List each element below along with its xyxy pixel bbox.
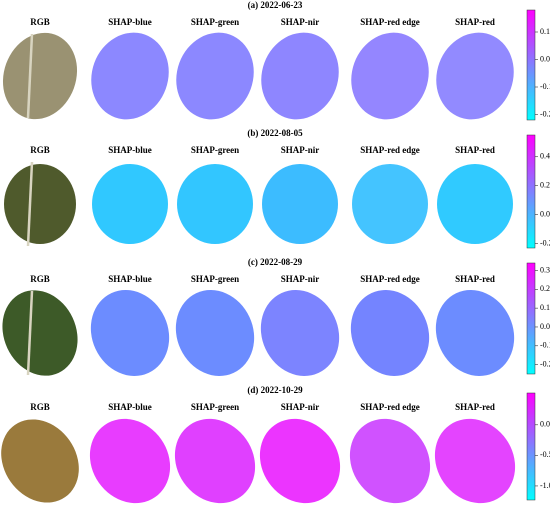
colorbar	[526, 9, 536, 121]
panel-label: SHAP-green	[191, 145, 239, 155]
colorbar-tick-label: -0.2	[540, 359, 550, 368]
panel-label: RGB	[30, 145, 50, 155]
rgb-image	[2, 290, 78, 376]
panel-label: SHAP-red	[455, 402, 495, 412]
shap-map	[351, 32, 429, 120]
row-title: (a) 2022-06-23	[248, 0, 303, 10]
rgb-image	[4, 164, 76, 244]
shap-map	[259, 418, 341, 504]
panel-label: SHAP-nir	[281, 145, 320, 155]
colorbar-tick-label: 0.4	[540, 152, 550, 161]
shap-map	[350, 290, 430, 376]
shap-map	[90, 290, 170, 376]
field-track	[26, 161, 34, 247]
shap-map	[349, 418, 431, 504]
colorbar-tick-label: -0.1	[540, 82, 550, 91]
colorbar	[526, 392, 536, 501]
row-title: (c) 2022-08-29	[248, 257, 303, 267]
row-title: (d) 2022-10-29	[247, 385, 303, 395]
panel-label: SHAP-blue	[108, 17, 152, 27]
panel-label: SHAP-red edge	[360, 17, 420, 27]
panel-label: SHAP-red	[455, 17, 495, 27]
panel-label: SHAP-red edge	[360, 402, 420, 412]
shap-map	[175, 290, 255, 376]
field-track	[26, 290, 34, 376]
panel-label: SHAP-nir	[281, 274, 320, 284]
shap-map	[177, 164, 253, 244]
panel-label: SHAP-blue	[108, 274, 152, 284]
panel-label: SHAP-red	[455, 145, 495, 155]
panel-label: SHAP-red edge	[360, 274, 420, 284]
colorbar-tick-label: -1.0	[540, 481, 550, 490]
shap-map	[262, 164, 338, 244]
shap-map	[436, 32, 514, 120]
row-title: (b) 2022-08-05	[247, 128, 303, 138]
colorbar	[526, 262, 536, 375]
panel-label: SHAP-blue	[108, 402, 152, 412]
panel-label: SHAP-red edge	[360, 145, 420, 155]
shap-map	[174, 418, 256, 504]
colorbar-tick-label: 0.0	[540, 322, 550, 331]
colorbar-tick-label: 0.3	[540, 265, 550, 274]
colorbar-tick-label: 0.2	[540, 181, 550, 190]
colorbar-tick-label: -0.1	[540, 341, 550, 350]
panel-label: RGB	[30, 17, 50, 27]
colorbar-tick-label: 0.0	[540, 210, 550, 219]
shap-map	[176, 32, 254, 120]
panel-label: SHAP-nir	[281, 402, 320, 412]
colorbar-tick-label: 0.1	[540, 303, 550, 312]
shap-map	[92, 164, 168, 244]
colorbar-tick-label: 0.0	[540, 420, 550, 429]
shap-map	[260, 290, 340, 376]
shap-map	[435, 290, 515, 376]
colorbar-tick-label: -0.2	[540, 238, 550, 247]
shap-map	[261, 32, 339, 120]
shap-map	[434, 418, 516, 504]
colorbar-tick-label: 0.2	[540, 284, 550, 293]
field-track	[26, 33, 34, 119]
panel-label: RGB	[30, 274, 50, 284]
shap-map	[437, 164, 513, 244]
colorbar-tick-label: -0.2	[540, 109, 550, 118]
rgb-image	[2, 32, 78, 120]
panel-label: SHAP-blue	[108, 145, 152, 155]
shap-map	[89, 418, 171, 504]
colorbar-tick-label: -0.5	[540, 450, 550, 459]
panel-label: SHAP-green	[191, 402, 239, 412]
rgb-image	[1, 419, 79, 503]
panel-label: SHAP-nir	[281, 17, 320, 27]
colorbar	[526, 134, 536, 249]
panel-label: RGB	[30, 402, 50, 412]
colorbar-tick-label: 0.0	[540, 54, 550, 63]
shap-map	[91, 32, 169, 120]
panel-label: SHAP-green	[191, 17, 239, 27]
panel-label: SHAP-red	[455, 274, 495, 284]
shap-map	[352, 164, 428, 244]
colorbar-tick-label: 0.1	[540, 27, 550, 36]
panel-label: SHAP-green	[191, 274, 239, 284]
